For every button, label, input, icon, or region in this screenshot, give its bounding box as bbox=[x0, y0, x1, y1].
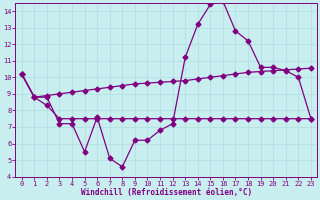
X-axis label: Windchill (Refroidissement éolien,°C): Windchill (Refroidissement éolien,°C) bbox=[81, 188, 252, 197]
